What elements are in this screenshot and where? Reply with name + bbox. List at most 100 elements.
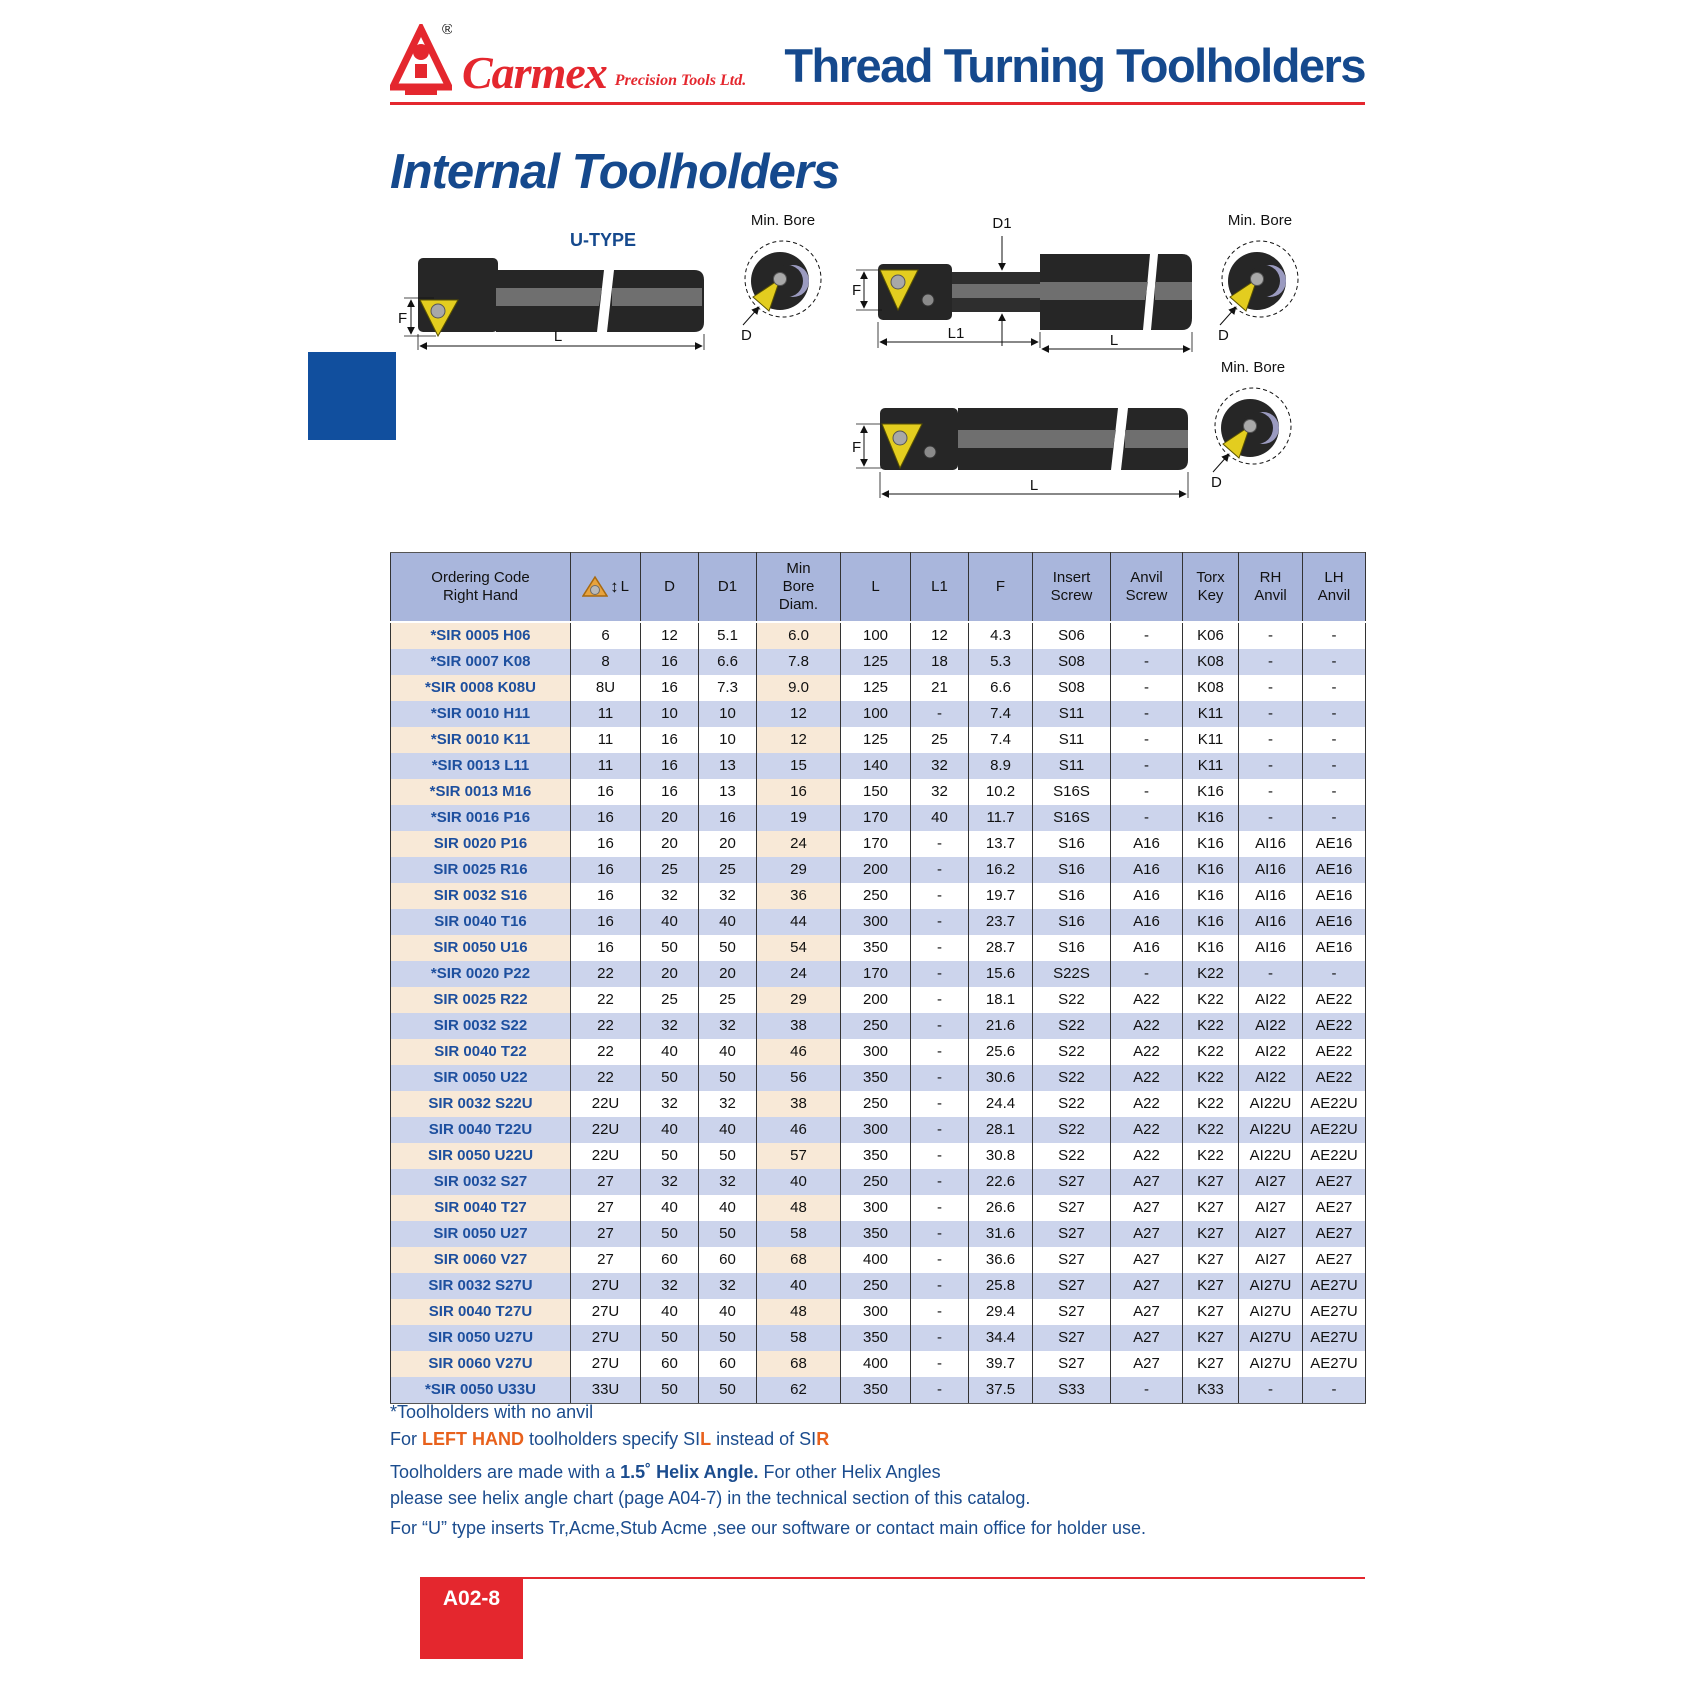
dim-label-d: D: [1218, 327, 1229, 344]
spec-cell: 170: [840, 831, 911, 857]
spec-cell: 27: [570, 1221, 641, 1247]
spec-cell: A27: [1110, 1351, 1183, 1377]
spec-cell: K27: [1182, 1195, 1239, 1221]
spec-cell: AE22: [1302, 987, 1366, 1013]
spec-cell: -: [1238, 649, 1303, 675]
blue-margin-block: [308, 352, 396, 440]
spec-cell: K27: [1182, 1221, 1239, 1247]
min-bore-end-view-3: Min. Bore D: [1211, 360, 1292, 491]
spec-cell: 32: [698, 1273, 757, 1299]
spec-cell: 13: [698, 779, 757, 805]
spec-cell: S27: [1032, 1247, 1111, 1273]
spec-cell: -: [910, 1377, 969, 1404]
spec-cell: 16: [570, 857, 641, 883]
spec-cell: 25.8: [968, 1273, 1033, 1299]
spec-cell: 46: [756, 1117, 841, 1143]
col-f: F: [968, 552, 1033, 623]
spec-cell: 7.8: [756, 649, 841, 675]
spec-cell: 32: [698, 883, 757, 909]
spec-cell: S16: [1032, 857, 1111, 883]
spec-cell: 16: [570, 883, 641, 909]
spec-cell: 25: [698, 857, 757, 883]
spec-cell: -: [1302, 727, 1366, 753]
spec-cell: 24: [756, 831, 841, 857]
spec-cell: 13: [698, 753, 757, 779]
spec-cell: 32: [640, 1273, 699, 1299]
spec-cell: 350: [840, 1325, 911, 1351]
spec-cell: 16.2: [968, 857, 1033, 883]
spec-cell: 11: [570, 753, 641, 779]
spec-cell: -: [910, 1065, 969, 1091]
ordering-code-cell: *SIR 0020 P22: [390, 961, 571, 987]
spec-cell: AE16: [1302, 883, 1366, 909]
spec-cell: 12: [640, 622, 699, 649]
spec-cell: 22: [570, 987, 641, 1013]
toolholder-spec-table: Ordering Code Right Hand ↕ L D D1 Min Bo…: [390, 552, 1366, 1404]
spec-cell: 250: [840, 1273, 911, 1299]
spec-cell: 32: [910, 753, 969, 779]
table-row: SIR 0040 T27 27 40 40 48 300-26.6 S27 A27 K27 AI2…: [390, 1195, 1366, 1221]
spec-cell: 5.3: [968, 649, 1033, 675]
spec-cell: 38: [756, 1013, 841, 1039]
spec-cell: -: [910, 1091, 969, 1117]
spec-cell: 32: [698, 1091, 757, 1117]
col-l: L: [840, 552, 911, 623]
col-ordering-code: Ordering Code Right Hand: [390, 552, 571, 623]
spec-cell: 58: [756, 1221, 841, 1247]
spec-cell: S22: [1032, 1143, 1111, 1169]
ordering-code-cell: *SIR 0010 H11: [390, 701, 571, 727]
spec-cell: AI16: [1238, 935, 1303, 961]
spec-cell: 10: [698, 727, 757, 753]
spec-cell: -: [1110, 1377, 1183, 1404]
spec-cell: K16: [1182, 909, 1239, 935]
note-no-anvil: *Toolholders with no anvil: [390, 1402, 594, 1422]
spec-cell: 39.7: [968, 1351, 1033, 1377]
spec-cell: 24.4: [968, 1091, 1033, 1117]
spec-cell: -: [1110, 675, 1183, 701]
spec-cell: K08: [1182, 649, 1239, 675]
spec-cell: 16: [640, 779, 699, 805]
table-row: SIR 0050 U16 16 50 50 54 350-28.7 S16 A16 K16 AI1…: [390, 935, 1366, 961]
spec-cell: S22: [1032, 1065, 1111, 1091]
ordering-code-cell: SIR 0050 U27: [390, 1221, 571, 1247]
spec-cell: -: [910, 1143, 969, 1169]
spec-cell: S11: [1032, 753, 1111, 779]
ordering-code-cell: SIR 0050 U16: [390, 935, 571, 961]
spec-cell: AI27U: [1238, 1273, 1303, 1299]
spec-cell: 50: [698, 935, 757, 961]
spec-cell: -: [1110, 727, 1183, 753]
spec-cell: A27: [1110, 1299, 1183, 1325]
spec-cell: 32: [640, 1013, 699, 1039]
spec-cell: 33U: [570, 1377, 641, 1404]
spec-cell: 50: [640, 1221, 699, 1247]
spec-cell: -: [1302, 649, 1366, 675]
section-title: Internal Toolholders: [390, 145, 840, 199]
table-row: SIR 0060 V27 27 60 60 68 400-36.6 S27 A27 K27 AI2…: [390, 1247, 1366, 1273]
table-header-row: Ordering Code Right Hand ↕ L D D1 Min Bo…: [390, 552, 1366, 623]
spec-cell: 170: [840, 961, 911, 987]
spec-cell: 31.6: [968, 1221, 1033, 1247]
spec-cell: 29: [756, 987, 841, 1013]
spec-cell: 6.6: [698, 649, 757, 675]
spec-table-body: *SIR 0005 H06 6 12 5.1 6.0 100 12 4.3 S06- K06- - *…: [390, 622, 1366, 1404]
spec-cell: 40: [698, 1039, 757, 1065]
spec-cell: 11.7: [968, 805, 1033, 831]
spec-cell: K11: [1182, 753, 1239, 779]
ordering-code-cell: SIR 0025 R16: [390, 857, 571, 883]
spec-cell: 16: [570, 935, 641, 961]
spec-cell: -: [910, 1039, 969, 1065]
spec-cell: -: [910, 1273, 969, 1299]
spec-cell: S33: [1032, 1377, 1111, 1404]
spec-cell: 15.6: [968, 961, 1033, 987]
spec-cell: 250: [840, 1091, 911, 1117]
spec-cell: AE22U: [1302, 1117, 1366, 1143]
col-l1: L1: [910, 552, 969, 623]
u-type-label: U-TYPE: [569, 230, 636, 250]
spec-cell: 20: [698, 961, 757, 987]
page-title: Thread Turning Toolholders: [784, 39, 1366, 92]
col-d1: D1: [698, 552, 757, 623]
toolholder-diagram-2: D1 F L1 L: [852, 215, 1193, 353]
spec-cell: 16: [640, 727, 699, 753]
table-row: SIR 0025 R16 16 25 25 29 200-16.2 S16 A16 K16 AI1…: [390, 857, 1366, 883]
